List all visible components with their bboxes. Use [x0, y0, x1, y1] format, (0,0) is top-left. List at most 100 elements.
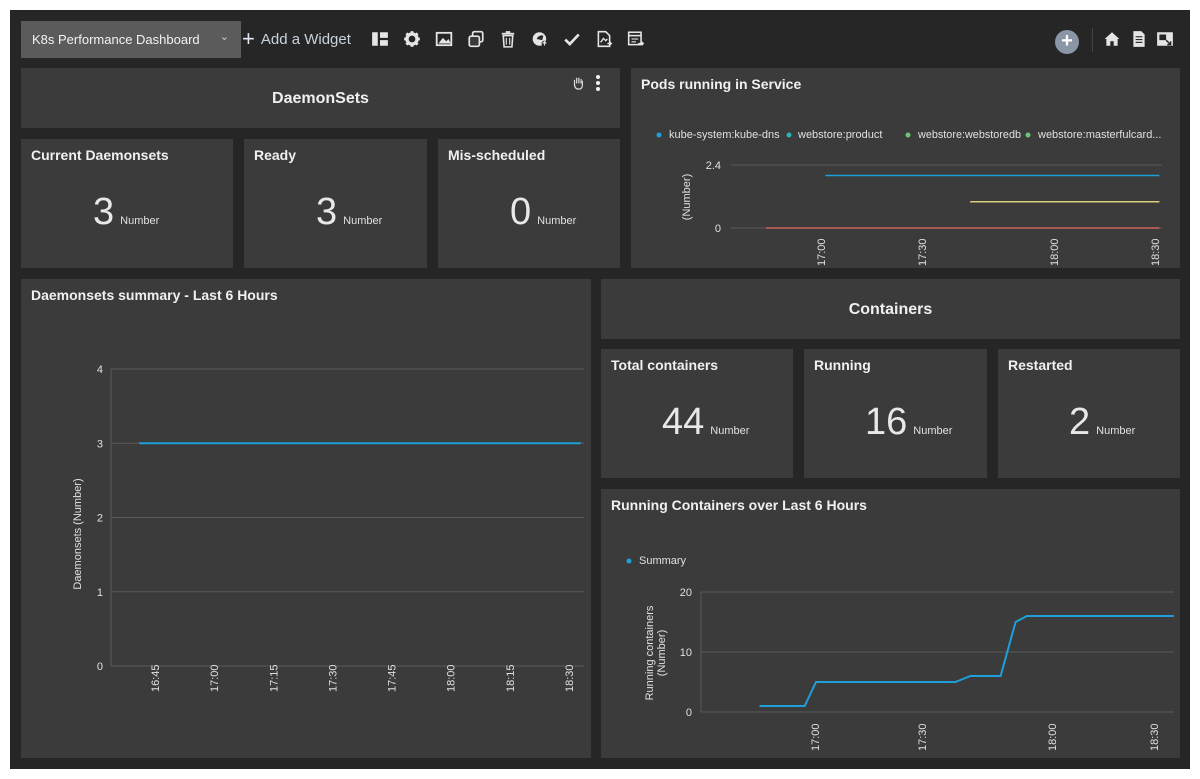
total-containers-tile: Total containers 44 Number: [601, 349, 793, 478]
daemonsets-xtick: 18:15: [505, 664, 517, 692]
running-ylabel-line2: (Number): [656, 630, 668, 676]
plus-icon: +: [242, 25, 255, 51]
daemonsets-ytick: 1: [97, 587, 103, 599]
pods-xtick: 17:30: [917, 238, 929, 266]
ready-tile: Ready 3 Number: [244, 139, 427, 268]
restarted-tile: Restarted 2 Number: [998, 349, 1180, 478]
daemonsets-summary-chart: Daemonsets (Number) 4 3 2 1 0 16:45 17:00 17:1…: [72, 364, 584, 692]
daemonsets-ytick: 3: [97, 438, 103, 450]
daemonsets-xtick: 17:30: [327, 664, 339, 692]
daemonsets-summary-panel: Daemonsets summary - Last 6 Hours Daemon…: [21, 279, 591, 758]
daemonsets-summary-title: Daemonsets summary - Last 6 Hours: [31, 287, 278, 303]
clone-icon[interactable]: [467, 30, 485, 48]
legend-summary[interactable]: Summary: [639, 555, 687, 567]
misscheduled-title: Mis-scheduled: [448, 147, 546, 163]
daemonsets-summary-ylabel: Daemonsets (Number): [72, 478, 84, 589]
running-containers-panel: Running Containers over Last 6 Hours Sum…: [601, 489, 1180, 758]
pods-running-panel: Pods running in Service kube-system:kube…: [631, 68, 1180, 268]
daemonsets-xtick: 17:00: [209, 664, 221, 692]
daemonsets-xtick: 17:15: [268, 664, 280, 692]
dashboard-app: K8s Performance Dashboard ⌄ + Add a Widg…: [10, 10, 1190, 769]
pods-ytick-top: 2.4: [706, 160, 721, 172]
daemonsets-xtick: 17:45: [387, 664, 399, 692]
pods-xtick: 18:00: [1049, 238, 1061, 266]
ready-unit: Number: [343, 215, 383, 227]
legend-dot-kube-dns: [656, 132, 662, 138]
add-widget-label: Add a Widget: [260, 31, 351, 48]
containers-section-title: Containers: [848, 301, 933, 318]
image-icon[interactable]: [435, 30, 453, 48]
daemonsets-ytick: 0: [97, 661, 103, 673]
running-ytick: 20: [680, 587, 692, 599]
toolbar-divider: [1092, 28, 1093, 52]
add-widget-button[interactable]: + Add a Widget: [242, 21, 351, 58]
running-tile: Running 16 Number: [804, 349, 987, 478]
running-containers-chart: Summary Running containers (Number) 20 10…: [626, 555, 1174, 751]
add-circle-icon[interactable]: +: [1055, 30, 1079, 54]
daemonsets-ytick: 2: [97, 513, 103, 525]
current-daemonsets-value: 3: [93, 191, 115, 233]
running-xtick: 18:00: [1047, 723, 1059, 751]
fullscreen-icon[interactable]: [1156, 30, 1174, 48]
pods-running-title: Pods running in Service: [641, 76, 802, 92]
report-icon[interactable]: [627, 30, 645, 48]
running-value: 16: [865, 401, 908, 443]
running-title: Running: [814, 357, 871, 373]
legend-dot-product: [786, 132, 792, 138]
restarted-value: 2: [1069, 401, 1091, 443]
home-icon[interactable]: [1103, 30, 1121, 48]
publish-icon[interactable]: [531, 30, 549, 48]
document-icon[interactable]: [1130, 30, 1148, 48]
legend-kube-dns[interactable]: kube-system:kube-dns: [669, 129, 780, 141]
running-xtick: 18:30: [1149, 723, 1161, 751]
ready-value: 3: [316, 191, 338, 233]
containers-header-panel: Containers: [601, 279, 1180, 339]
pods-running-chart: kube-system:kube-dns webstore:product we…: [656, 129, 1162, 266]
check-icon[interactable]: [563, 30, 581, 48]
ready-title: Ready: [254, 147, 297, 163]
running-series-line[interactable]: [759, 615, 1174, 707]
total-containers-value: 44: [662, 401, 705, 443]
legend-webstoredb[interactable]: webstore:webstoredb: [917, 129, 1021, 141]
daemonsets-ytick: 4: [97, 364, 103, 376]
daemonsets-section-title: DaemonSets: [272, 90, 369, 107]
hand-icon[interactable]: [571, 76, 585, 90]
chevron-down-icon: ⌄: [219, 31, 229, 43]
dashboard-name: K8s Performance Dashboard: [32, 32, 200, 47]
daemonsets-xtick: 16:45: [150, 664, 162, 692]
running-ytick: 10: [680, 647, 692, 659]
legend-dot-summary: [626, 558, 632, 564]
running-unit: Number: [913, 425, 953, 437]
dashboard-selector[interactable]: K8s Performance Dashboard ⌄: [21, 21, 241, 58]
current-daemonsets-title: Current Daemonsets: [31, 147, 169, 163]
legend-masterfulcard[interactable]: webstore:masterfulcard...: [1037, 129, 1162, 141]
total-containers-unit: Number: [710, 425, 750, 437]
daemonsets-xtick: 18:00: [446, 664, 458, 692]
pods-xtick: 17:00: [816, 238, 828, 266]
legend-dot-masterfulcard: [1025, 132, 1031, 138]
settings-icon[interactable]: [403, 30, 421, 48]
misscheduled-tile: Mis-scheduled 0 Number: [438, 139, 620, 268]
legend-product[interactable]: webstore:product: [797, 129, 882, 141]
current-daemonsets-tile: Current Daemonsets 3 Number: [21, 139, 233, 268]
pods-ylabel: (Number): [681, 174, 693, 220]
legend-dot-webstoredb: [905, 132, 911, 138]
restarted-unit: Number: [1096, 425, 1136, 437]
more-options-icon[interactable]: [593, 74, 603, 92]
pods-ytick-zero: 0: [715, 223, 721, 235]
total-containers-title: Total containers: [611, 357, 719, 373]
running-ylabel-line1: Running containers: [644, 605, 656, 700]
delete-icon[interactable]: [499, 30, 517, 48]
restarted-title: Restarted: [1008, 357, 1073, 373]
export-icon[interactable]: [595, 30, 613, 48]
daemonsets-xtick: 18:30: [564, 664, 576, 692]
running-ytick: 0: [686, 707, 692, 719]
misscheduled-unit: Number: [537, 215, 577, 227]
running-xtick: 17:30: [917, 723, 929, 751]
current-daemonsets-unit: Number: [120, 215, 160, 227]
daemonsets-header-panel: DaemonSets: [21, 68, 620, 128]
layout-icon[interactable]: [371, 30, 389, 48]
running-containers-title: Running Containers over Last 6 Hours: [611, 497, 867, 513]
toolbar: K8s Performance Dashboard ⌄ + Add a Widg…: [10, 10, 1190, 64]
pods-xtick: 18:30: [1150, 238, 1162, 266]
